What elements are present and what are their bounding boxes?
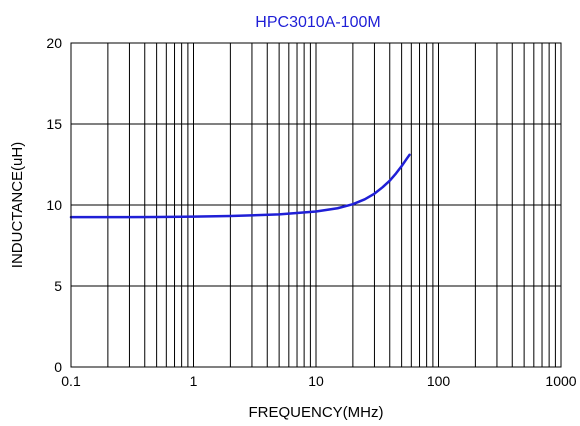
x-tick-label: 1 (190, 373, 198, 389)
plot-frame (70, 42, 562, 368)
x-tick-label: 0.1 (61, 373, 81, 389)
tick-labels: 0.1 1 10 100 1000 0 5 10 15 20 (46, 35, 576, 389)
y-tick-label: 15 (46, 116, 62, 132)
chart-title: HPC3010A-100M (255, 14, 380, 31)
inductance-series-line (69, 153, 411, 219)
y-tick-label: 5 (54, 278, 62, 294)
x-tick-label: 10 (308, 373, 324, 389)
x-tick-label: 100 (427, 373, 451, 389)
x-axis-title: FREQUENCY(MHz) (249, 404, 384, 421)
x-tick-label: 1000 (545, 373, 576, 389)
y-tick-label: 10 (46, 197, 62, 213)
y-axis-title: INDUCTANCE(uH) (9, 142, 26, 268)
y-tick-label: 20 (46, 35, 62, 51)
grid (71, 43, 561, 367)
series-layer (69, 153, 411, 219)
y-tick-label: 0 (54, 359, 62, 375)
